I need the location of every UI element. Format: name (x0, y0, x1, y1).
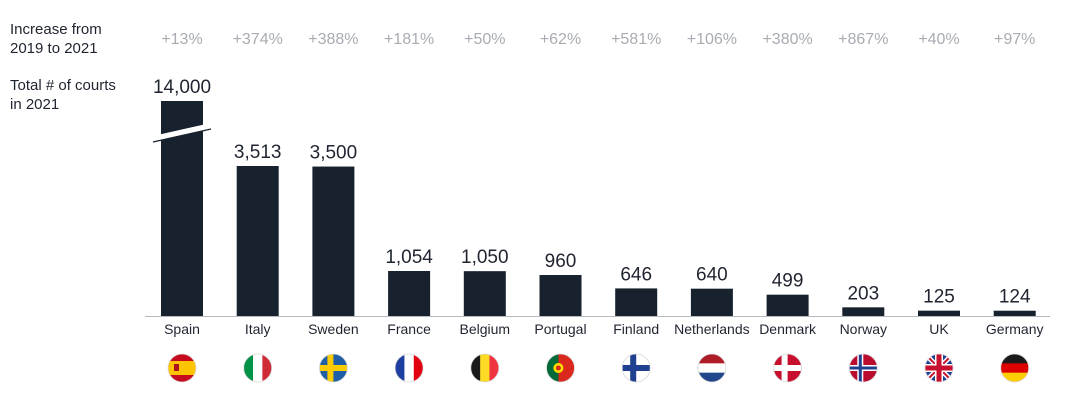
increase-label: +374% (233, 31, 283, 48)
bar-italy (236, 166, 279, 316)
bar-uk (918, 310, 960, 316)
netherlands-flag-icon (697, 354, 726, 382)
axis-break-gap (152, 123, 212, 142)
value-label: 960 (545, 251, 577, 272)
value-label: 499 (772, 271, 804, 292)
bar-sweden (312, 166, 355, 316)
axis-break-mark (152, 128, 212, 143)
spain-flag-icon (168, 354, 196, 382)
france-flag-icon (395, 354, 424, 382)
category-label: Denmark (759, 321, 817, 337)
increase-label: +62% (540, 31, 581, 48)
value-label: 3,513 (234, 142, 282, 163)
increase-label: +97% (994, 31, 1035, 48)
increase-label: +13% (161, 31, 202, 48)
category-label: Germany (986, 321, 1044, 337)
bar-belgium (463, 271, 506, 316)
increase-label: +50% (464, 31, 505, 48)
italy-flag-icon (243, 354, 272, 382)
bar-portugal (539, 275, 582, 316)
category-label: Finland (613, 321, 659, 337)
bar-germany (993, 310, 1036, 316)
value-label: 640 (696, 265, 728, 286)
category-label: Spain (164, 321, 200, 337)
category-label: Norway (840, 321, 887, 337)
total-courts-label: Total # of courts in 2021 (10, 77, 116, 113)
category-label: Sweden (308, 321, 359, 337)
increase-label: +181% (384, 31, 434, 48)
value-label: 125 (923, 287, 955, 308)
category-label: France (387, 321, 431, 337)
increase-label: +867% (838, 31, 888, 48)
finland-flag-icon (622, 354, 651, 382)
category-label: Portugal (534, 321, 586, 337)
value-label: 646 (620, 264, 652, 285)
increase-row-label: Increase from 2019 to 2021 (10, 21, 102, 57)
bar-finland (615, 288, 658, 316)
norway-flag-icon (849, 354, 878, 382)
increase-label: +40% (918, 31, 959, 48)
category-label: Netherlands (674, 321, 750, 337)
increase-label: +581% (611, 31, 661, 48)
bar-france (388, 270, 431, 316)
category-label: Belgium (460, 321, 511, 337)
value-label: 1,054 (385, 247, 433, 268)
uk-flag-icon (925, 354, 953, 382)
belgium-flag-icon (470, 354, 499, 382)
value-label: 3,500 (310, 143, 358, 164)
bar-norway (842, 307, 885, 316)
category-label: Italy (245, 321, 271, 337)
denmark-flag-icon (773, 354, 802, 382)
category-label: UK (929, 321, 949, 337)
bar-netherlands (690, 288, 733, 316)
value-label: 124 (999, 287, 1031, 308)
sweden-flag-icon (319, 354, 348, 382)
increase-label: +106% (687, 31, 737, 48)
germany-flag-icon (1000, 354, 1029, 382)
bar-denmark (766, 294, 809, 316)
portugal-flag-icon (546, 354, 575, 382)
increase-label: +380% (762, 31, 812, 48)
value-label: 14,000 (153, 77, 211, 98)
value-label: 1,050 (461, 247, 509, 268)
value-label: 203 (847, 283, 879, 304)
increase-label: +388% (308, 31, 358, 48)
